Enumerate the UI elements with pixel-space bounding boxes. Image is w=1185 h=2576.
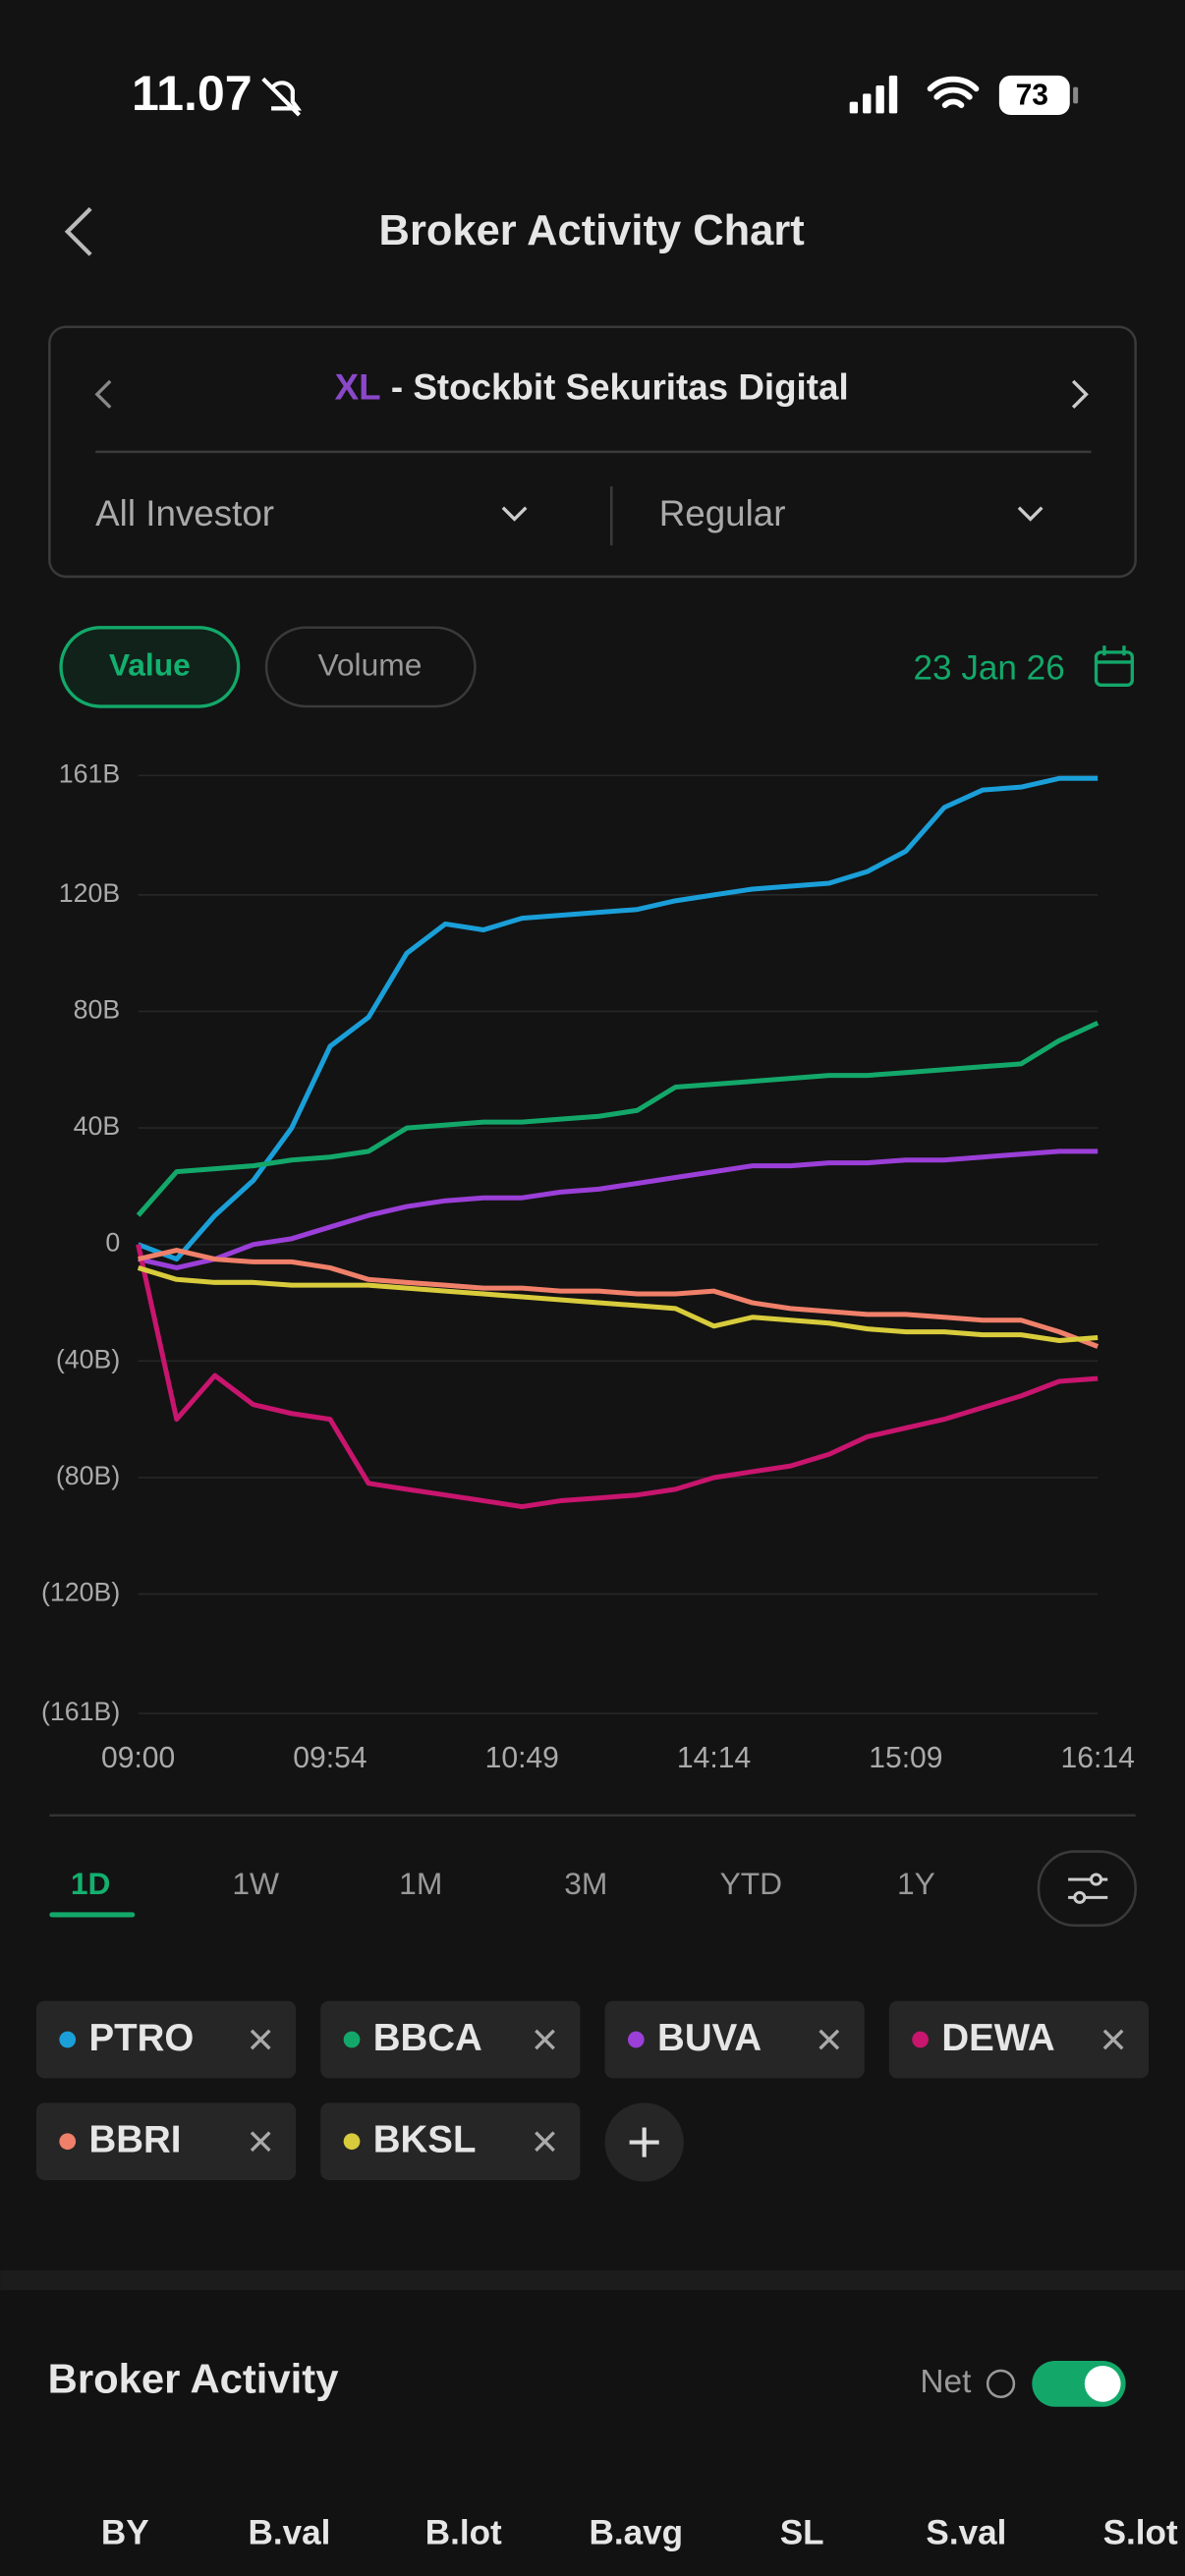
series-line xyxy=(137,775,1099,1262)
legend-label: BUVA xyxy=(657,2017,762,2059)
series-line xyxy=(136,1244,1099,1510)
remove-icon[interactable] xyxy=(1102,2029,1124,2050)
value-button[interactable] xyxy=(59,626,241,708)
legend-chip[interactable] xyxy=(320,2000,581,2079)
period-tab[interactable]: 1M xyxy=(399,1866,442,1901)
wifi-icon xyxy=(927,76,980,108)
dropdown-icon xyxy=(1017,506,1044,522)
dropdown-icon xyxy=(501,506,528,522)
net-label: Net xyxy=(920,2364,972,2400)
plus-icon xyxy=(629,2127,659,2157)
legend-chip[interactable] xyxy=(35,2000,297,2079)
legend-label: PTRO xyxy=(88,2017,194,2059)
active-indicator xyxy=(49,1912,136,1918)
legend-label: DEWA xyxy=(941,2017,1054,2059)
legend: PTRO BBCA BUVA DEWA BBRI BKSL xyxy=(35,2000,1150,2181)
prev-broker[interactable] xyxy=(94,379,112,409)
legend-label: BBRI xyxy=(88,2119,181,2161)
settings-icon xyxy=(1068,1873,1108,1904)
legend-label: BKSL xyxy=(373,2119,477,2161)
table-header: BY B.val B.lot B.avg SL S.val S.lot xyxy=(101,2513,1178,2551)
period-tab[interactable]: YTD xyxy=(720,1866,783,1901)
back-button[interactable] xyxy=(64,206,92,256)
broker-code: XL xyxy=(335,366,381,407)
legend-dot xyxy=(912,2031,929,2048)
status-time: 11.07 xyxy=(132,66,253,121)
legend-dot xyxy=(59,2031,77,2048)
period-tab[interactable]: 1Y xyxy=(897,1866,935,1901)
broker-name: - Stockbit Sekuritas Digital xyxy=(381,366,849,407)
y-tick-label: 80B xyxy=(74,995,121,1025)
section-title: Broker Activity xyxy=(48,2356,340,2402)
legend-dot xyxy=(627,2031,645,2048)
legend-chip[interactable] xyxy=(604,2000,865,2079)
y-tick-label: (40B) xyxy=(56,1344,120,1373)
date-label[interactable]: 23 Jan 26 xyxy=(914,649,1065,688)
volume-button[interactable] xyxy=(264,626,477,708)
series-line xyxy=(138,1248,1100,1349)
remove-icon[interactable] xyxy=(818,2029,840,2050)
x-tick-label: 16:14 xyxy=(1061,1742,1135,1774)
remove-icon[interactable] xyxy=(250,2131,271,2153)
period-tab[interactable]: 1W xyxy=(232,1866,279,1901)
value-button-label: Value xyxy=(109,646,191,682)
market-filter[interactable]: Regular xyxy=(659,493,786,533)
investor-filter[interactable]: All Investor xyxy=(95,493,274,533)
column-header: B.lot xyxy=(425,2513,502,2551)
section-bg xyxy=(0,2280,1185,2576)
legend-chip[interactable] xyxy=(35,2102,297,2181)
y-tick-label: 40B xyxy=(74,1111,121,1141)
legend-dot xyxy=(343,2031,361,2048)
x-tick-label: 10:49 xyxy=(485,1742,559,1774)
x-tick-label: 14:14 xyxy=(677,1742,751,1774)
broker-card xyxy=(48,325,1137,579)
remove-icon[interactable] xyxy=(250,2029,271,2050)
signal-icon xyxy=(849,75,898,114)
toggle-knob xyxy=(1084,2365,1121,2402)
y-tick-label: 120B xyxy=(59,878,120,908)
period-tab[interactable]: 1D xyxy=(71,1866,111,1901)
legend-chip[interactable] xyxy=(320,2102,581,2181)
legend-label: BBCA xyxy=(373,2017,482,2059)
broker-title: XL - Stockbit Sekuritas Digital xyxy=(335,366,849,407)
legend-dot xyxy=(343,2133,361,2151)
battery-icon xyxy=(998,75,1070,116)
x-tick-label: 15:09 xyxy=(869,1742,942,1774)
calendar-icon[interactable] xyxy=(1094,645,1134,687)
legend-dot xyxy=(59,2133,77,2151)
x-tick-label: 09:54 xyxy=(293,1742,367,1774)
y-tick-label: (80B) xyxy=(56,1461,120,1490)
y-tick-label: 0 xyxy=(105,1228,120,1258)
column-header: S.val xyxy=(926,2513,1006,2551)
column-header: BY xyxy=(101,2513,149,2551)
column-header: B.avg xyxy=(590,2513,684,2551)
y-tick-label: (120B) xyxy=(41,1578,120,1607)
info-icon[interactable] xyxy=(986,2369,1016,2398)
legend-chip[interactable] xyxy=(888,2000,1150,2079)
series-line xyxy=(136,1020,1100,1217)
remove-icon[interactable] xyxy=(535,2131,555,2153)
series-line xyxy=(137,1265,1099,1344)
mute-icon xyxy=(261,77,303,117)
settings-button[interactable] xyxy=(1037,1850,1137,1928)
column-header: SL xyxy=(780,2513,824,2551)
column-header: S.lot xyxy=(1103,2513,1178,2551)
battery-tip xyxy=(1073,86,1079,104)
line-chart: 161B 120B 80B 40B 0 (40B) (80B) (120B) (161B) 09:… xyxy=(41,758,1135,1774)
volume-button-label: Volume xyxy=(317,646,422,682)
y-tick-label: (161B) xyxy=(41,1697,120,1726)
battery-level: 73 xyxy=(1016,80,1048,112)
remove-icon[interactable] xyxy=(535,2029,555,2050)
y-tick-label: 161B xyxy=(59,758,120,788)
series-line xyxy=(138,1148,1099,1270)
x-tick-label: 09:00 xyxy=(101,1742,175,1774)
period-tab[interactable]: 3M xyxy=(564,1866,607,1901)
page-title: Broker Activity Chart xyxy=(379,207,805,254)
column-header: B.val xyxy=(249,2513,331,2551)
next-broker[interactable] xyxy=(1071,379,1089,409)
period-tabs: 1D 1W 1M 3M YTD 1Y xyxy=(49,1866,935,1918)
